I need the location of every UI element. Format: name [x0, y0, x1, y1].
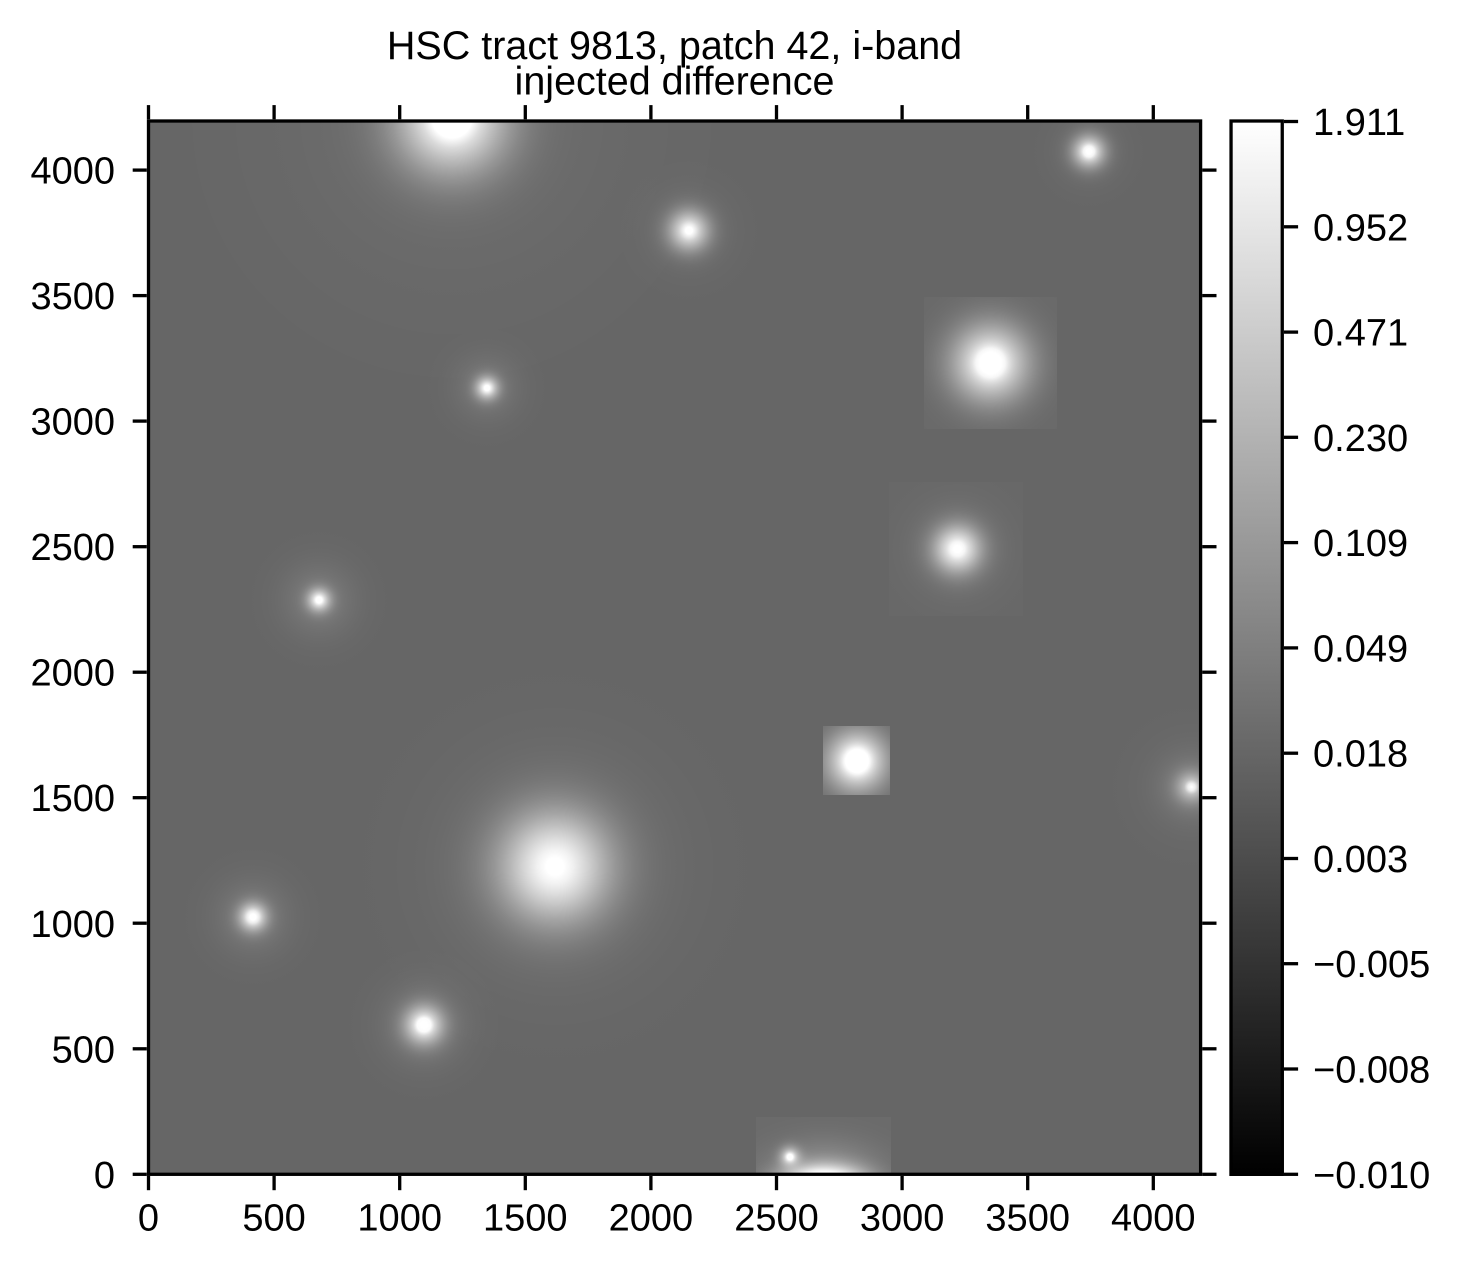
- svg-text:1500: 1500: [30, 778, 115, 820]
- svg-text:1500: 1500: [483, 1198, 568, 1240]
- svg-text:0.003: 0.003: [1313, 839, 1408, 881]
- svg-text:3000: 3000: [860, 1198, 945, 1240]
- svg-text:−0.008: −0.008: [1313, 1050, 1430, 1092]
- svg-text:0.109: 0.109: [1313, 523, 1408, 565]
- svg-text:0.471: 0.471: [1313, 313, 1408, 355]
- svg-text:1000: 1000: [30, 904, 115, 946]
- svg-text:2000: 2000: [30, 653, 115, 695]
- svg-text:2500: 2500: [734, 1198, 819, 1240]
- svg-text:0.049: 0.049: [1313, 628, 1408, 670]
- svg-text:1.911: 1.911: [1313, 102, 1405, 144]
- svg-text:500: 500: [52, 1029, 115, 1071]
- svg-text:4000: 4000: [30, 151, 115, 193]
- svg-text:4000: 4000: [1111, 1198, 1196, 1240]
- svg-text:500: 500: [242, 1198, 305, 1240]
- svg-text:3000: 3000: [30, 402, 115, 444]
- svg-text:0: 0: [94, 1155, 115, 1197]
- svg-text:0.952: 0.952: [1313, 207, 1408, 249]
- svg-text:2500: 2500: [30, 527, 115, 569]
- svg-text:3500: 3500: [985, 1198, 1070, 1240]
- svg-text:0.018: 0.018: [1313, 734, 1408, 776]
- svg-text:injected difference: injected difference: [515, 60, 835, 104]
- svg-text:3500: 3500: [30, 276, 115, 318]
- svg-text:0: 0: [138, 1198, 159, 1240]
- svg-text:−0.005: −0.005: [1313, 944, 1430, 986]
- svg-text:−0.010: −0.010: [1313, 1155, 1430, 1197]
- svg-text:HSC tract 9813, patch 42, i-ba: HSC tract 9813, patch 42, i-band: [387, 24, 962, 68]
- svg-text:0.230: 0.230: [1313, 418, 1408, 460]
- svg-text:1000: 1000: [357, 1198, 442, 1240]
- svg-text:2000: 2000: [609, 1198, 694, 1240]
